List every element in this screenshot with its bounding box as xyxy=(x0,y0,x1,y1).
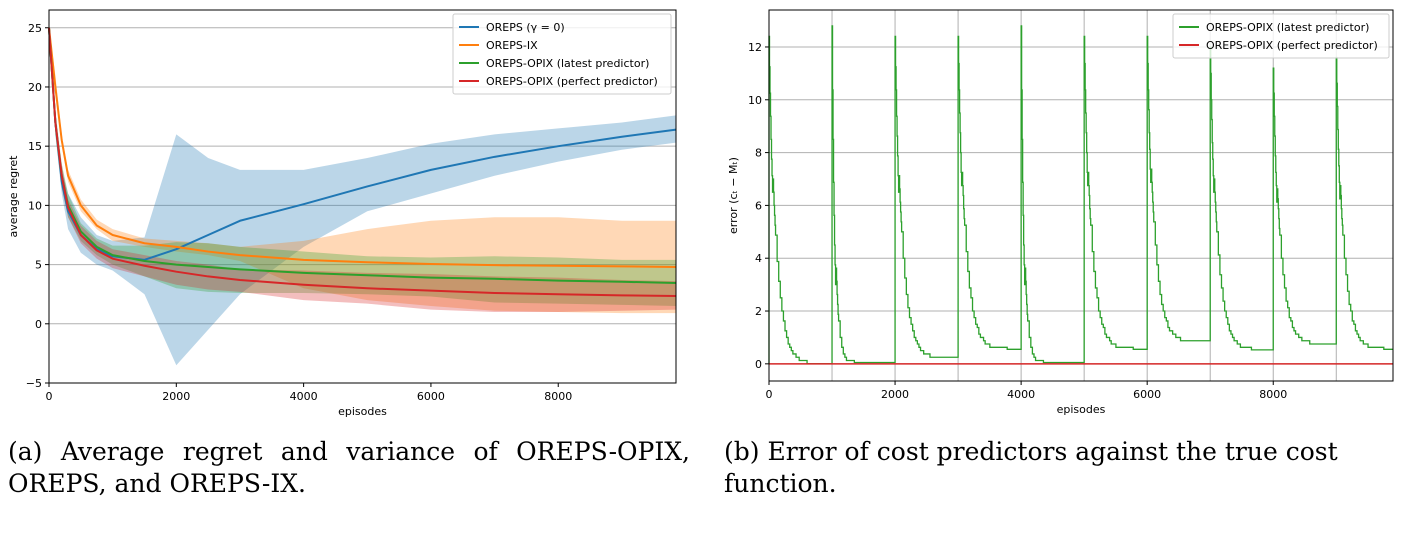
y-tick-label: 10 xyxy=(748,94,762,107)
x-tick-label: 6000 xyxy=(417,390,445,403)
y-tick-label: 12 xyxy=(748,41,762,54)
y-tick-label: −5 xyxy=(26,377,42,390)
y-axis-label: average regret xyxy=(7,155,20,238)
y-tick-label: 8 xyxy=(755,147,762,160)
x-tick-label: 8000 xyxy=(1259,388,1287,401)
variance-band xyxy=(49,27,676,314)
legend xyxy=(452,13,672,95)
y-tick-label: 0 xyxy=(35,318,42,331)
y-tick-label: 0 xyxy=(755,358,762,371)
legend-entry: OREPS-OPIX (latest predictor) xyxy=(1206,21,1369,34)
legend xyxy=(1172,13,1390,59)
caption-a: (a) Average regret and variance of OREPS… xyxy=(8,437,690,498)
variance-band xyxy=(49,27,676,312)
legend-entry: OREPS-OPIX (perfect predictor) xyxy=(486,75,658,88)
series-line xyxy=(48,27,677,268)
y-tick-label: 20 xyxy=(28,81,42,94)
y-tick-label: 10 xyxy=(28,199,42,212)
series-line xyxy=(768,25,1393,365)
x-tick-label: 4000 xyxy=(290,390,318,403)
y-tick-label: 5 xyxy=(35,259,42,272)
variance-band xyxy=(49,27,676,307)
y-tick-label: 25 xyxy=(28,22,42,35)
legend-entry: OREPS-IX xyxy=(486,39,538,52)
plot-frame xyxy=(48,9,677,384)
y-tick-label: 15 xyxy=(28,140,42,153)
variance-band xyxy=(49,27,676,366)
y-tick-label: 4 xyxy=(755,252,762,265)
x-tick-label: 6000 xyxy=(1133,388,1161,401)
legend-entry: OREPS-OPIX (perfect predictor) xyxy=(1206,39,1378,52)
x-tick-label: 2000 xyxy=(881,388,909,401)
legend-entry: OREPS (γ = 0) xyxy=(486,21,565,34)
series-line xyxy=(48,27,677,297)
chart-average-regret: −5 0 5 10 15 20 25 0 2000 4000 6000 8000 episodes ave… xyxy=(7,9,677,418)
x-tick-label: 8000 xyxy=(544,390,572,403)
plot-frame xyxy=(768,9,1394,382)
y-tick-label: 6 xyxy=(755,199,762,212)
x-tick-label: 4000 xyxy=(1007,388,1035,401)
x-tick-label: 0 xyxy=(46,390,53,403)
chart-predictor-error: 0 2 4 6 8 10 12 0 2000 4000 6000 8000 episodes error … xyxy=(727,9,1394,416)
x-tick-label: 2000 xyxy=(162,390,190,403)
caption-b: (b) Error of cost predictors against the… xyxy=(724,437,1338,498)
x-tick-label: 0 xyxy=(766,388,773,401)
x-axis-label: episodes xyxy=(1057,403,1106,416)
x-axis-label: episodes xyxy=(338,405,387,418)
y-axis-label: error (cₜ − Mₜ) xyxy=(727,157,740,234)
legend-entry: OREPS-OPIX (latest predictor) xyxy=(486,57,649,70)
y-tick-label: 2 xyxy=(755,305,762,318)
